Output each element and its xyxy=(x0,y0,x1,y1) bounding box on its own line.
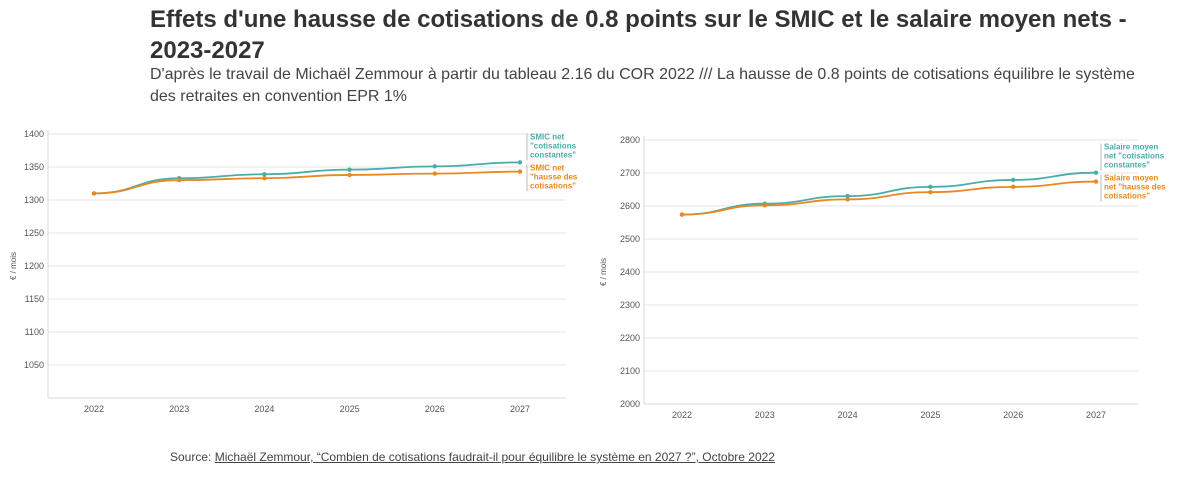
y-tick-label: 2100 xyxy=(620,366,640,376)
series-label: cotisations" xyxy=(1104,192,1150,201)
data-point xyxy=(1093,179,1099,184)
y-tick-label: 1050 xyxy=(24,360,44,370)
y-tick-label: 1300 xyxy=(24,195,44,205)
y-tick-label: 2300 xyxy=(620,300,640,310)
y-tick-label: 2400 xyxy=(620,267,640,277)
x-tick-label: 2026 xyxy=(1003,410,1023,420)
data-point xyxy=(432,164,437,169)
smic-line-chart: 1050 1100 1150 1200 1250 1300 1350 1400 2022 2023… xyxy=(9,129,578,414)
data-point xyxy=(845,197,850,202)
data-point xyxy=(177,178,182,183)
y-axis-label: € / mois xyxy=(599,258,608,286)
series-label: Salaire moyen xyxy=(1104,143,1158,152)
data-point xyxy=(517,160,523,165)
chart-title: Effets d'une hausse de cotisations de 0.… xyxy=(150,6,1127,64)
x-tick-label: 2022 xyxy=(672,410,692,420)
data-point xyxy=(1093,170,1099,175)
x-tick-label: 2025 xyxy=(340,404,360,414)
x-tick-label: 2022 xyxy=(84,404,104,414)
y-tick-label: 2200 xyxy=(620,333,640,343)
series-label: "cotisations xyxy=(530,141,577,150)
x-tick-label: 2026 xyxy=(425,404,445,414)
y-tick-label: 1350 xyxy=(24,162,44,172)
series-label: net "cotisations xyxy=(1104,152,1165,161)
y-tick-label: 2700 xyxy=(620,168,640,178)
data-point xyxy=(347,172,352,178)
series-label: "hausse des xyxy=(530,172,578,181)
y-tick-label: 1200 xyxy=(24,261,44,271)
y-tick-label: 1150 xyxy=(25,294,44,304)
series-label: cotisations" xyxy=(530,181,576,190)
data-point xyxy=(262,172,267,177)
data-point xyxy=(432,171,437,176)
x-tick-label: 2023 xyxy=(169,404,189,414)
series-label: net "hausse des xyxy=(1104,183,1166,192)
series-label: constantes" xyxy=(1104,161,1150,170)
salaire-moyen-line-chart: 2000 2100 2200 2300 2400 2500 2600 2700 2800 2022… xyxy=(599,135,1166,420)
chart-subtitle: D'après le travail de Michaël Zemmour à … xyxy=(150,66,1135,105)
y-tick-label: 2800 xyxy=(620,135,640,145)
series-line xyxy=(93,161,521,195)
data-point xyxy=(1011,177,1016,183)
data-point xyxy=(517,169,523,174)
x-tick-label: 2024 xyxy=(254,404,274,414)
series-label: SMIC net xyxy=(530,163,565,172)
x-tick-label: 2024 xyxy=(838,410,858,420)
x-tick-label: 2027 xyxy=(1086,410,1106,420)
y-axis-label: € / mois xyxy=(9,252,18,280)
series-line xyxy=(681,171,1097,216)
series-line xyxy=(93,170,521,195)
series-label: constantes" xyxy=(530,150,576,159)
data-point xyxy=(928,184,933,190)
y-tick-label: 2500 xyxy=(620,234,640,244)
x-tick-label: 2023 xyxy=(755,410,775,420)
data-point xyxy=(1011,184,1016,190)
data-point xyxy=(762,203,767,208)
data-point xyxy=(845,193,850,199)
y-tick-label: 1400 xyxy=(24,129,44,139)
x-tick-label: 2027 xyxy=(510,404,530,414)
source-note: Source: Michaël Zemmour, “Combien de cot… xyxy=(170,450,775,464)
y-tick-label: 2000 xyxy=(620,399,640,409)
data-point xyxy=(679,212,685,217)
data-point xyxy=(91,191,97,196)
series-line xyxy=(681,180,1097,216)
source-prefix: Source: xyxy=(170,450,215,464)
y-tick-label: 2600 xyxy=(620,201,640,211)
x-tick-label: 2025 xyxy=(920,410,940,420)
y-tick-label: 1100 xyxy=(25,327,44,337)
data-point xyxy=(262,176,267,181)
data-point xyxy=(347,167,352,172)
series-label: Salaire moyen xyxy=(1104,174,1158,183)
series-label: SMIC net xyxy=(530,132,565,141)
source-link[interactable]: Michaël Zemmour, “Combien de cotisations… xyxy=(214,450,775,464)
data-point xyxy=(928,189,933,195)
y-tick-label: 1250 xyxy=(24,228,44,238)
